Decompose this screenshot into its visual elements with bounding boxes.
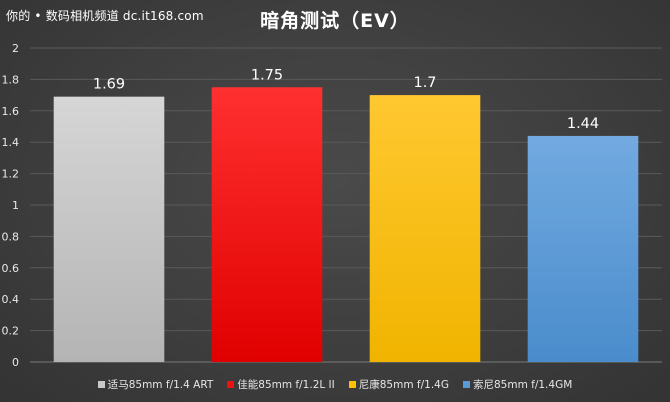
legend-item: 佳能85mm f/1.2L II bbox=[227, 377, 335, 392]
legend-item: 尼康85mm f/1.4G bbox=[348, 377, 449, 392]
legend-swatch bbox=[348, 381, 356, 388]
legend-label: 尼康85mm f/1.4G bbox=[358, 379, 449, 391]
bar-value-label: 1.75 bbox=[251, 67, 283, 83]
y-tick-label: 0.2 bbox=[2, 325, 20, 338]
legend-swatch bbox=[227, 381, 235, 388]
y-tick-label: 0 bbox=[12, 356, 19, 369]
y-tick-label: 0.4 bbox=[2, 293, 20, 306]
y-tick-label: 0.6 bbox=[2, 262, 20, 275]
legend-swatch bbox=[462, 381, 470, 388]
y-tick-label: 1.6 bbox=[2, 105, 20, 118]
bar-value-label: 1.69 bbox=[93, 77, 125, 93]
bar-value-label: 1.7 bbox=[413, 75, 436, 91]
y-tick-label: 0.8 bbox=[2, 230, 20, 243]
legend-label: 适马85mm f/1.4 ART bbox=[107, 379, 214, 391]
watermark-text: 你的 • 数码相机频道 dc.it168.com bbox=[6, 9, 204, 23]
legend-label: 索尼85mm f/1.4GM bbox=[472, 379, 573, 391]
y-tick-label: 1.4 bbox=[2, 136, 20, 149]
bar-3 bbox=[369, 95, 481, 362]
y-tick-label: 1.2 bbox=[2, 168, 20, 181]
legend-item: 适马85mm f/1.4 ART bbox=[97, 377, 214, 392]
chart-title: 暗角测试（EV） bbox=[260, 10, 410, 32]
bar-2 bbox=[211, 87, 323, 362]
legend-item: 索尼85mm f/1.4GM bbox=[462, 377, 573, 392]
y-tick-label: 1.8 bbox=[2, 73, 20, 86]
y-tick-label: 2 bbox=[12, 42, 19, 55]
bar-value-label: 1.44 bbox=[567, 116, 599, 132]
y-tick-label: 1 bbox=[12, 199, 19, 212]
bar-4 bbox=[527, 135, 639, 362]
bar-1 bbox=[53, 96, 165, 363]
legend-swatch bbox=[97, 381, 105, 388]
legend-label: 佳能85mm f/1.2L II bbox=[237, 379, 335, 391]
chart-legend: 适马85mm f/1.4 ART 佳能85mm f/1.2L II 尼康85mm f… bbox=[0, 377, 670, 392]
